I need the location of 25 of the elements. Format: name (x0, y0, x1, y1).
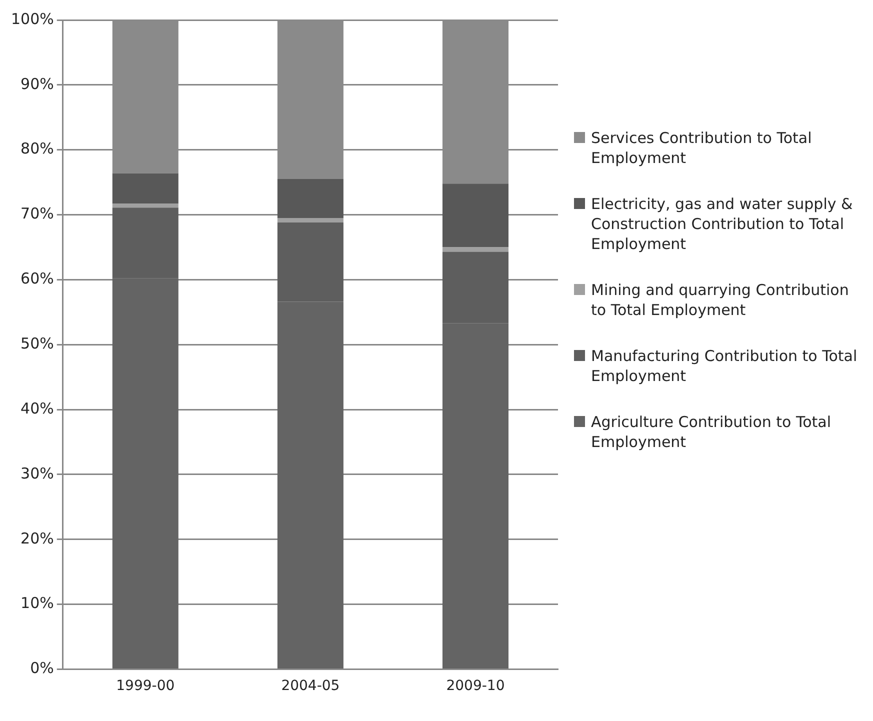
x-tick-label: 1999-00 (116, 678, 175, 694)
y-tick-label: 50% (20, 334, 54, 352)
y-tick-label: 10% (20, 594, 54, 612)
y-tick-label: 20% (20, 529, 54, 548)
y-tick-label: 0% (30, 659, 54, 678)
legend-label: Mining and quarrying Contribution to Total Employment (591, 280, 850, 320)
x-tick-label: 2009-10 (446, 678, 505, 694)
legend-label: Manufacturing Contribution to Total Employment (591, 346, 858, 386)
y-tick-label: 70% (20, 204, 54, 223)
legend-label: Services Contribution to Total Employment (591, 128, 813, 168)
y-tick-label: 30% (20, 464, 54, 482)
bar (277, 218, 344, 223)
bar (442, 247, 508, 252)
y-tick-label: 100% (10, 10, 54, 28)
bar (277, 179, 344, 218)
bar (442, 184, 508, 248)
y-tick-label: 80% (20, 140, 54, 158)
legend-label: Electricity, gas and water supply & Construction Contribution to Total Employment (591, 194, 854, 254)
y-tick-label: 60% (20, 270, 54, 288)
legend-label: Agriculture Contribution to Total Employment (591, 412, 832, 452)
x-tick-label: 2004-05 (281, 678, 340, 694)
bar (112, 173, 178, 204)
y-tick-label: 90% (20, 74, 54, 93)
bar (112, 204, 178, 208)
y-tick-label: 40% (20, 399, 54, 418)
